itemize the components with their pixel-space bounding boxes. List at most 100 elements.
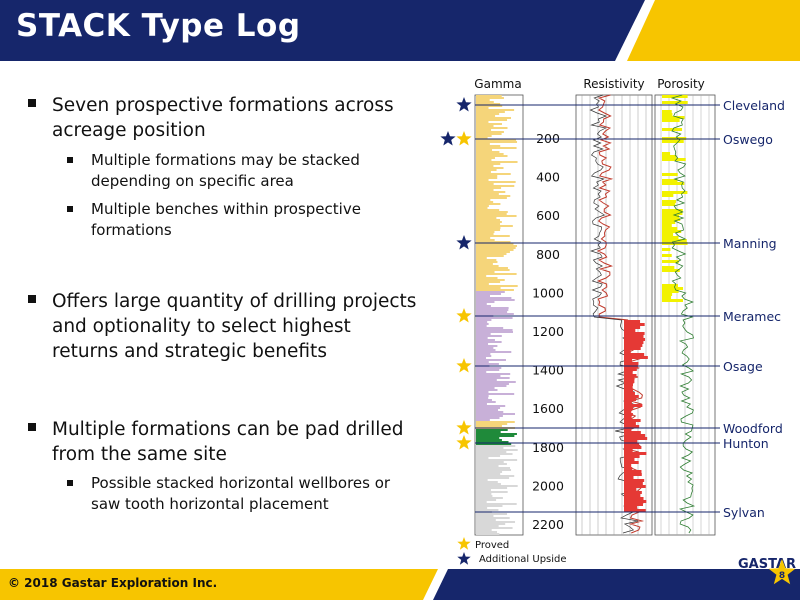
gamma-fill bbox=[476, 303, 487, 305]
gamma-fill bbox=[476, 271, 495, 273]
porosity-fill bbox=[662, 95, 688, 98]
gamma-fill bbox=[476, 175, 498, 177]
gamma-fill bbox=[476, 457, 489, 459]
gamma-fill bbox=[476, 415, 503, 417]
gamma-fill bbox=[476, 291, 505, 293]
resistivity-fill bbox=[624, 503, 643, 506]
gamma-fill bbox=[476, 481, 498, 483]
porosity-fill bbox=[662, 296, 672, 299]
gamma-fill bbox=[476, 187, 502, 189]
gamma-fill bbox=[476, 313, 514, 315]
resistivity-fill bbox=[624, 473, 642, 476]
gamma-fill bbox=[476, 247, 516, 249]
gamma-fill bbox=[476, 209, 500, 211]
formation-label: Sylvan bbox=[723, 505, 765, 520]
gamma-fill bbox=[476, 107, 489, 109]
depth-label: 1400 bbox=[532, 363, 564, 378]
gamma-fill bbox=[476, 467, 511, 469]
gamma-fill bbox=[476, 479, 488, 481]
gamma-fill bbox=[476, 219, 501, 221]
gamma-fill bbox=[476, 447, 504, 449]
gamma-fill bbox=[476, 133, 502, 135]
gamma-fill bbox=[476, 275, 487, 277]
gamma-fill bbox=[476, 173, 511, 175]
gamma-fill bbox=[476, 401, 496, 403]
gamma-fill bbox=[476, 213, 507, 215]
gamma-fill bbox=[476, 371, 487, 373]
gamma-fill bbox=[476, 265, 499, 267]
gamma-fill bbox=[476, 377, 510, 379]
sub-bullet bbox=[67, 206, 73, 212]
gamma-fill bbox=[476, 515, 494, 517]
gamma-fill bbox=[476, 429, 508, 431]
gamma-fill bbox=[476, 167, 504, 169]
gamma-fill bbox=[476, 249, 514, 251]
gamma-fill bbox=[476, 251, 510, 253]
resistivity-fill bbox=[624, 437, 648, 440]
gamma-fill bbox=[476, 153, 504, 155]
gamma-fill bbox=[476, 471, 503, 473]
gamma-fill bbox=[476, 325, 487, 327]
gamma-fill bbox=[476, 277, 498, 279]
gamma-fill bbox=[476, 101, 494, 103]
porosity-fill bbox=[662, 221, 676, 224]
formation-star bbox=[456, 420, 472, 435]
sub-bullet-text: Multiple formations may be stacked depen… bbox=[91, 151, 360, 190]
gamma-fill bbox=[476, 337, 488, 339]
gamma-fill bbox=[476, 363, 499, 365]
depth-label: 800 bbox=[536, 247, 560, 262]
gamma-fill bbox=[476, 387, 495, 389]
resistivity-fill bbox=[624, 332, 645, 335]
resistivity-fill bbox=[624, 350, 631, 353]
gamma-fill bbox=[476, 229, 501, 231]
gamma-fill bbox=[476, 295, 491, 297]
porosity-fill bbox=[662, 155, 677, 158]
gamma-fill bbox=[476, 381, 516, 383]
gamma-fill bbox=[476, 185, 515, 187]
gamma-fill bbox=[476, 507, 488, 509]
porosity-fill bbox=[662, 236, 679, 239]
gamma-fill bbox=[476, 221, 502, 223]
formation-star bbox=[456, 308, 472, 323]
gamma-fill bbox=[476, 117, 512, 119]
porosity-fill bbox=[662, 110, 672, 113]
gamma-fill bbox=[476, 361, 489, 363]
resistivity-curve bbox=[589, 94, 639, 534]
porosity-fill bbox=[662, 260, 679, 263]
resistivity-fill bbox=[624, 383, 633, 386]
gamma-fill bbox=[476, 283, 489, 285]
footer-band bbox=[0, 569, 438, 600]
resistivity-fill bbox=[624, 353, 645, 356]
formation-star bbox=[456, 435, 472, 450]
depth-label: 600 bbox=[536, 208, 560, 223]
resistivity-fill bbox=[624, 467, 633, 470]
footer-text: © 2018 Gastar Exploration Inc. bbox=[8, 576, 218, 590]
porosity-fill bbox=[662, 191, 688, 194]
resistivity-fill bbox=[624, 380, 635, 383]
gamma-fill bbox=[476, 215, 517, 217]
gamma-fill bbox=[476, 163, 501, 165]
porosity-fill bbox=[662, 119, 680, 122]
formation-star bbox=[456, 235, 472, 250]
gamma-fill bbox=[476, 195, 511, 197]
bullet bbox=[28, 99, 36, 107]
resistivity-fill bbox=[624, 389, 634, 392]
gamma-fill bbox=[476, 345, 498, 347]
gamma-fill bbox=[476, 411, 504, 413]
gamma-fill bbox=[476, 505, 503, 507]
gamma-fill bbox=[476, 311, 508, 313]
resistivity-fill bbox=[624, 497, 644, 500]
porosity-fill bbox=[662, 290, 679, 293]
resistivity-fill bbox=[624, 509, 646, 512]
gamma-fill bbox=[476, 393, 515, 395]
porosity-fill bbox=[662, 287, 684, 290]
gamma-fill bbox=[476, 449, 518, 451]
resistivity-fill bbox=[624, 446, 642, 449]
legend-star bbox=[457, 537, 471, 550]
porosity-fill bbox=[662, 116, 685, 119]
gamma-fill bbox=[476, 329, 513, 331]
resistivity-fill bbox=[624, 377, 635, 380]
gamma-fill bbox=[476, 367, 502, 369]
gamma-fill bbox=[476, 317, 513, 319]
